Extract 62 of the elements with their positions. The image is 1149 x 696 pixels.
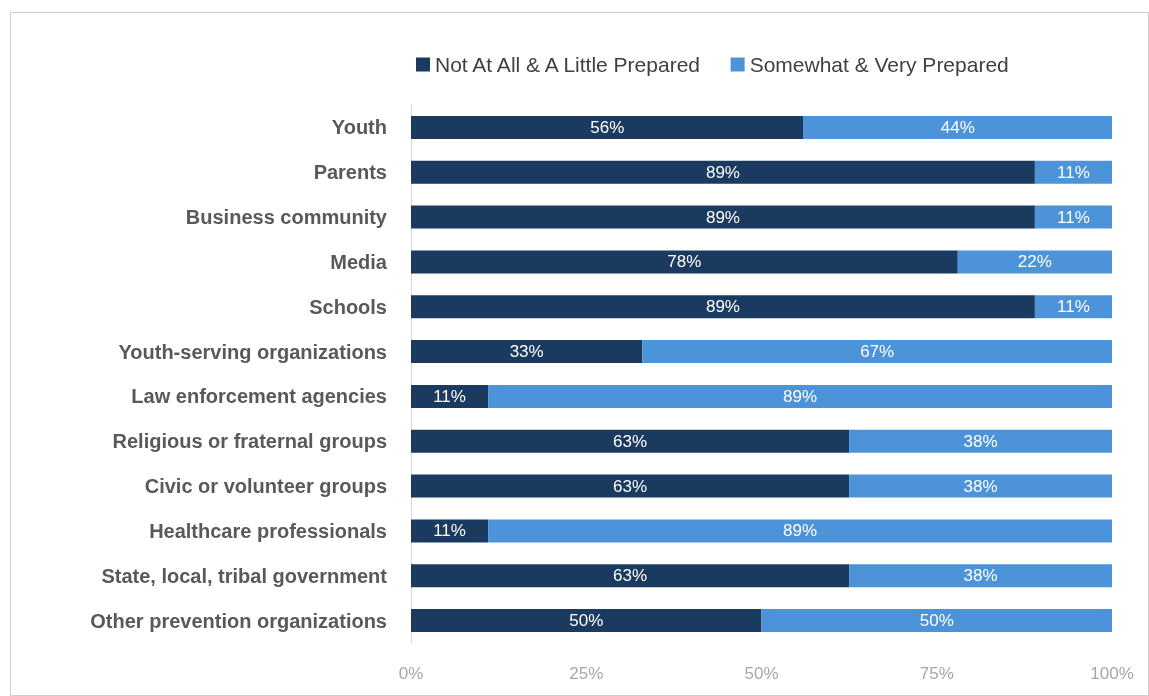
x-tick-label: 25% [569, 664, 604, 683]
data-label: 22% [1017, 252, 1052, 272]
data-label: 11% [433, 521, 466, 541]
bar [411, 160, 1035, 184]
bar [803, 115, 1112, 139]
data-label: 11% [1057, 162, 1090, 182]
y-tick-label: Media [330, 250, 388, 273]
bar [642, 340, 1112, 364]
data-label: 38% [963, 566, 998, 586]
data-label: 89% [705, 162, 740, 182]
data-label: 38% [963, 431, 998, 451]
bar [957, 250, 1112, 274]
data-label: 33% [509, 342, 544, 362]
bar [411, 250, 958, 274]
x-tick-label: 0% [398, 664, 424, 683]
data-label: 89% [705, 207, 740, 227]
bar [849, 474, 1112, 498]
y-tick-label: Healthcare professionals [149, 519, 387, 542]
x-tick-label: 75% [919, 664, 954, 683]
data-label: 63% [613, 566, 648, 586]
bar [411, 295, 1035, 319]
data-label: 44% [940, 117, 975, 137]
y-tick-label: Parents [313, 161, 387, 184]
y-tick-label: Schools [309, 295, 387, 318]
y-tick-label: State, local, tribal government [101, 564, 388, 587]
x-tick-label: 50% [744, 664, 779, 683]
bar [411, 340, 643, 364]
data-label: 67% [860, 342, 895, 362]
legend-label: Somewhat & Very Prepared [749, 53, 1009, 76]
bar [411, 564, 850, 588]
data-label: 11% [1057, 297, 1090, 317]
data-label: 89% [783, 521, 818, 541]
legend-label: Not At All & A Little Prepared [435, 53, 700, 76]
y-tick-label: Business community [185, 206, 388, 229]
data-label: 78% [667, 252, 702, 272]
bar [411, 205, 1035, 229]
y-tick-label: Law enforcement agencies [131, 385, 387, 408]
bar [411, 474, 850, 498]
bar [488, 519, 1112, 543]
y-tick-label: Religious or fraternal groups [112, 430, 387, 453]
data-label: 50% [919, 611, 954, 631]
bar [488, 384, 1112, 408]
x-tick-label: 100% [1090, 664, 1134, 683]
data-label: 56% [590, 117, 625, 137]
bar [411, 429, 850, 453]
y-tick-label: Youth [331, 116, 387, 139]
y-tick-label: Civic or volunteer groups [144, 475, 387, 498]
bar [849, 429, 1112, 453]
bar [411, 609, 762, 633]
data-label: 38% [963, 476, 998, 496]
bar [761, 609, 1112, 633]
data-label: 63% [613, 431, 648, 451]
data-label: 50% [569, 611, 604, 631]
data-label: 11% [1057, 207, 1090, 227]
bar [411, 115, 804, 139]
data-label: 11% [433, 386, 466, 406]
bar [849, 564, 1112, 588]
y-tick-label: Youth-serving organizations [118, 340, 387, 363]
data-label: 63% [613, 476, 648, 496]
data-label: 89% [705, 297, 740, 317]
y-tick-label: Other prevention organizations [90, 609, 387, 632]
data-label: 89% [783, 386, 818, 406]
